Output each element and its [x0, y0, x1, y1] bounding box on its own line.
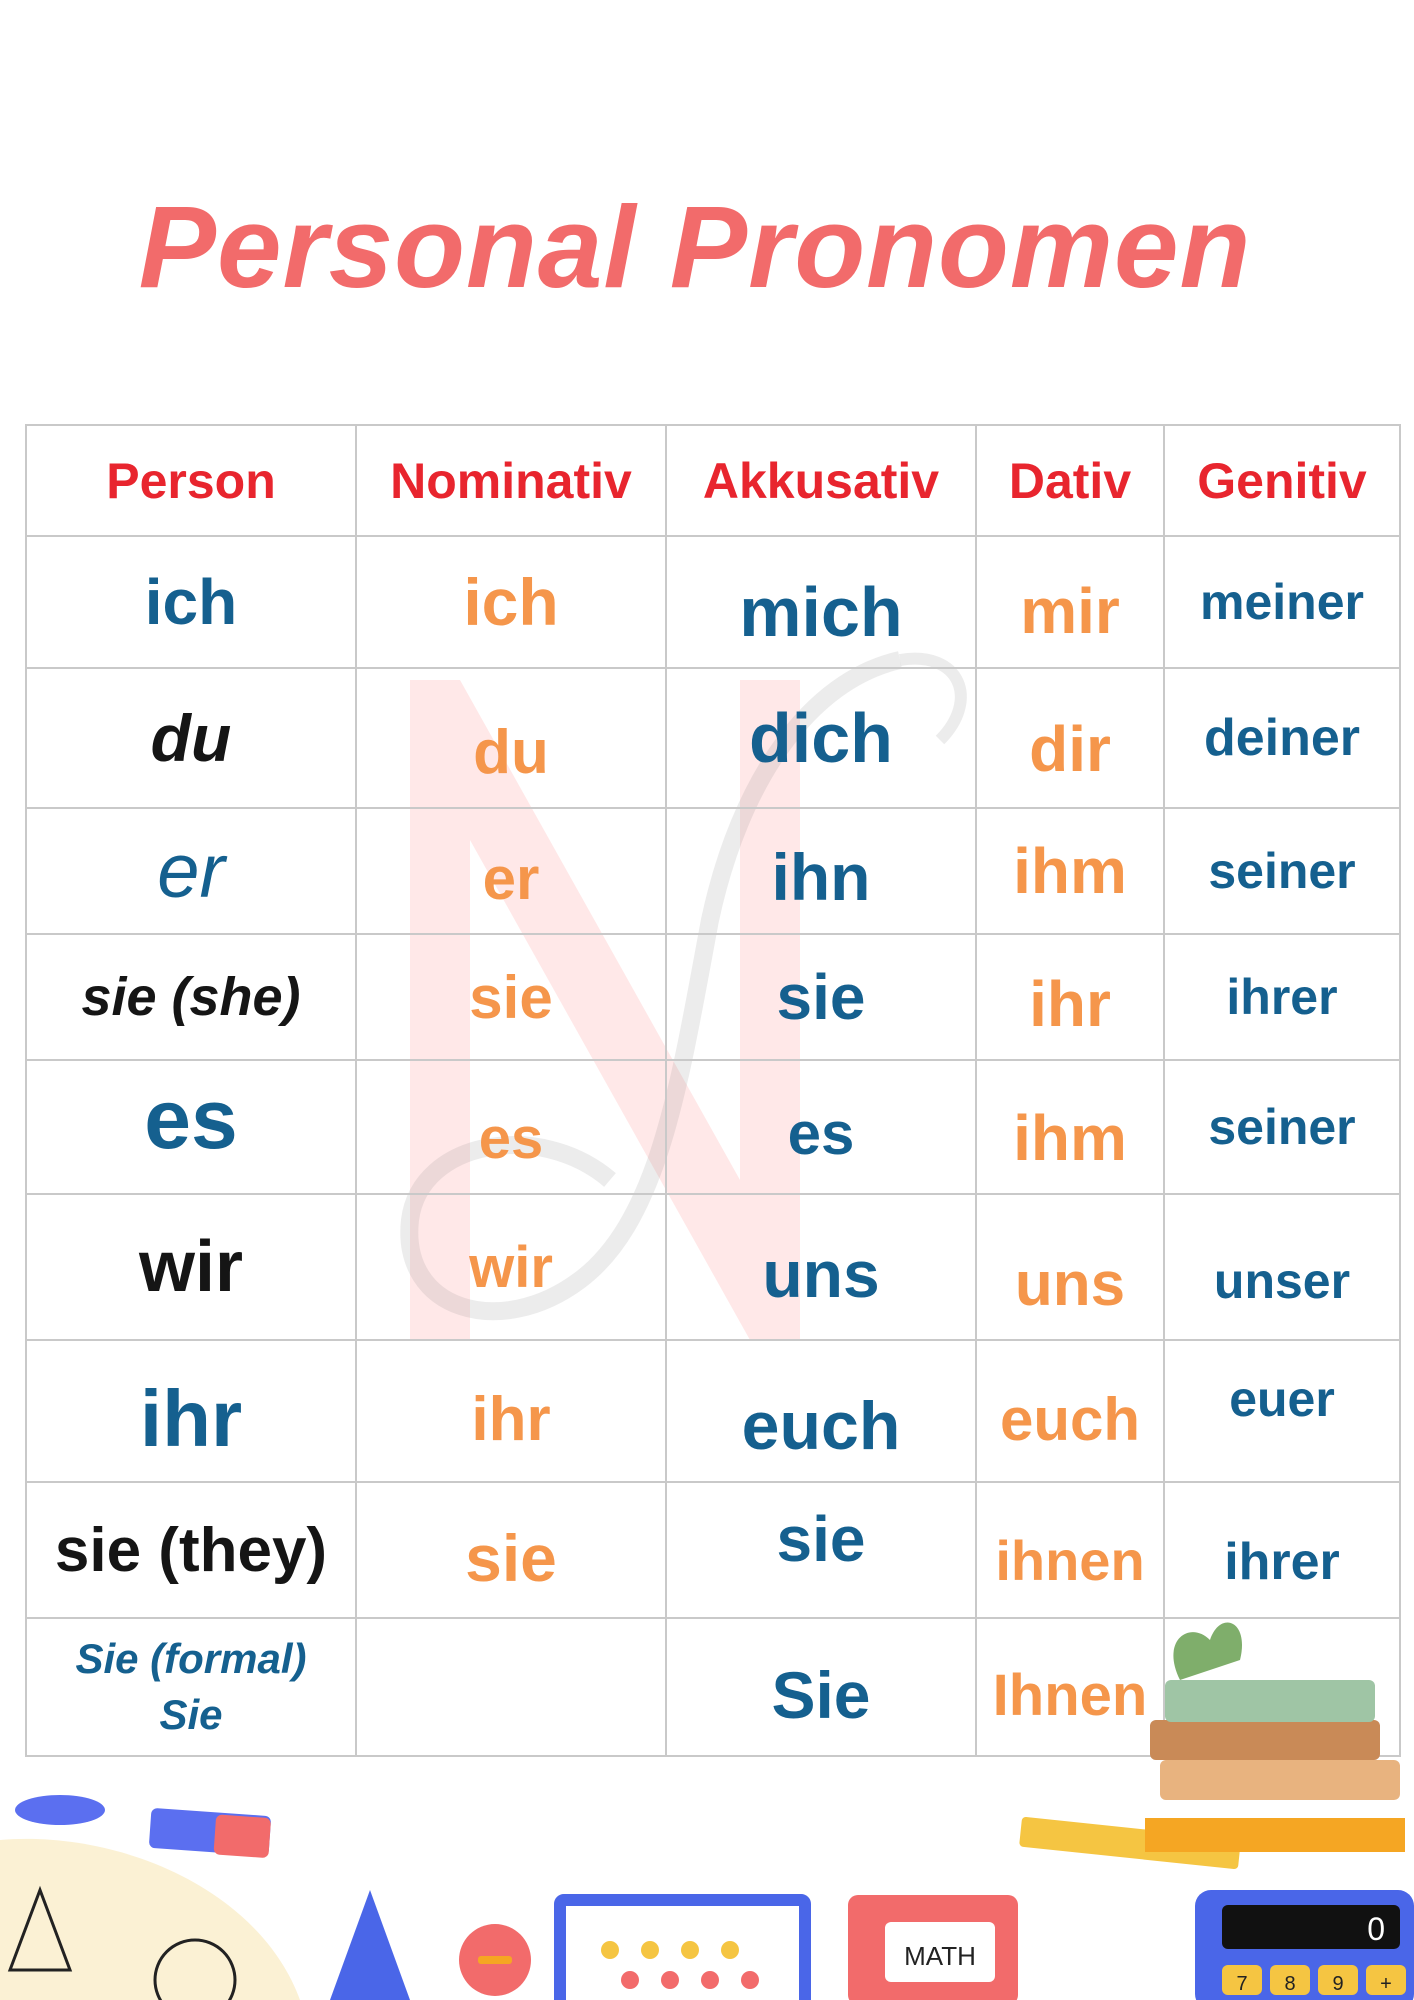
calculator-key: 8: [1284, 1973, 1295, 1995]
cell-nominativ: [355, 1617, 667, 1757]
cell-nominativ: ihr: [355, 1339, 667, 1483]
cell-genitiv: seiner: [1163, 1059, 1401, 1195]
calculator-key: +: [1380, 1973, 1392, 1995]
calculator-icon: [1195, 1890, 1414, 2000]
table-row: ihr ihr euch euch euer: [25, 1339, 1401, 1483]
cell-akkusativ: sie: [665, 1481, 977, 1619]
cell-nominativ: ich: [355, 535, 667, 669]
header-person: Person: [25, 424, 357, 537]
cell-dativ: uns: [975, 1193, 1165, 1341]
table-row: Sie (formal) Sie Sie Ihnen Ihrer: [25, 1617, 1401, 1757]
cell-person: ihr: [25, 1339, 357, 1483]
table-row: sie (she) sie sie ihr ihrer: [25, 933, 1401, 1061]
calculator-display: 0: [1367, 1911, 1385, 1947]
cell-person: es: [25, 1059, 357, 1195]
cell-nominativ: er: [355, 807, 667, 935]
table-header-row: Person Nominativ Akkusativ Dativ Genitiv: [25, 424, 1401, 537]
cell-dativ: ihr: [975, 933, 1165, 1061]
cell-akkusativ: sie: [665, 933, 977, 1061]
cell-akkusativ: uns: [665, 1193, 977, 1341]
table-row: wir wir uns uns unser: [25, 1193, 1401, 1341]
cell-akkusativ: dich: [665, 667, 977, 809]
cell-akkusativ: ihn: [665, 807, 977, 935]
page-title: Personal Pronomen: [138, 182, 1252, 312]
table-row: es es es ihm seiner: [25, 1059, 1401, 1195]
cell-dativ: ihm: [975, 807, 1165, 935]
cell-genitiv: euer: [1163, 1339, 1401, 1483]
cell-genitiv: deiner: [1163, 667, 1401, 809]
calculator-key: 9: [1332, 1973, 1343, 1995]
header-nominativ: Nominativ: [355, 424, 667, 537]
cell-nominativ: du: [355, 667, 667, 809]
cell-genitiv: ihrer: [1163, 1481, 1401, 1619]
cell-dativ: dir: [975, 667, 1165, 809]
table-row: er er ihn ihm seiner: [25, 807, 1401, 935]
calculator-key: 7: [1236, 1973, 1247, 1995]
cell-person: sie (she): [25, 933, 357, 1061]
cell-akkusativ: euch: [665, 1339, 977, 1483]
cell-nominativ: wir: [355, 1193, 667, 1341]
cell-nominativ: sie: [355, 1481, 667, 1619]
header-akkusativ: Akkusativ: [665, 424, 977, 537]
cell-person: wir: [25, 1193, 357, 1341]
cell-genitiv: seiner: [1163, 807, 1401, 935]
cell-dativ: mir: [975, 535, 1165, 669]
cell-akkusativ: Sie: [665, 1617, 977, 1757]
math-book-icon: [848, 1895, 1018, 2000]
pencil-icon: [1019, 1816, 1241, 1870]
table-row: sie (they) sie sie ihnen ihrer: [25, 1481, 1401, 1619]
cell-dativ: ihm: [975, 1059, 1165, 1195]
cell-genitiv: unser: [1163, 1193, 1401, 1341]
cell-nominativ: sie: [355, 933, 667, 1061]
cell-genitiv: Ihrer: [1163, 1617, 1401, 1757]
header-genitiv: Genitiv: [1163, 424, 1401, 537]
ruler-icon: [1145, 1818, 1405, 1852]
person-formal-label: Sie (formal): [75, 1635, 307, 1682]
cell-dativ: Ihnen: [975, 1617, 1165, 1757]
header-dativ: Dativ: [975, 424, 1165, 537]
set-square-icon: [330, 1890, 410, 2000]
triangle-sketch-icon: [7, 1885, 73, 1972]
cell-person: du: [25, 667, 357, 809]
eraser-icon: [149, 1808, 271, 1856]
cell-genitiv: ihrer: [1163, 933, 1401, 1061]
cell-person: ich: [25, 535, 357, 669]
abacus-icon: [554, 1894, 811, 2000]
cell-dativ: ihnen: [975, 1481, 1165, 1619]
cell-person: sie (they): [25, 1481, 357, 1619]
cell-dativ: euch: [975, 1339, 1165, 1483]
cell-akkusativ: es: [665, 1059, 977, 1195]
cell-akkusativ: mich: [665, 535, 977, 669]
cell-person: Sie (formal) Sie: [25, 1617, 357, 1757]
table-row: ich ich mich mir meiner: [25, 535, 1401, 669]
cell-nominativ: es: [355, 1059, 667, 1195]
coin-icon: [459, 1924, 531, 1996]
person-formal-pronoun: Sie: [159, 1691, 223, 1738]
cell-genitiv: meiner: [1163, 535, 1401, 669]
math-book-label: MATH: [904, 1941, 976, 1971]
eraser-blue-icon: [15, 1795, 105, 1825]
notebook-paper-icon: [0, 1838, 300, 2000]
pronoun-table: Person Nominativ Akkusativ Dativ Genitiv…: [25, 424, 1401, 1757]
cell-person: er: [25, 807, 357, 935]
table-row: du du dich dir deiner: [25, 667, 1401, 809]
